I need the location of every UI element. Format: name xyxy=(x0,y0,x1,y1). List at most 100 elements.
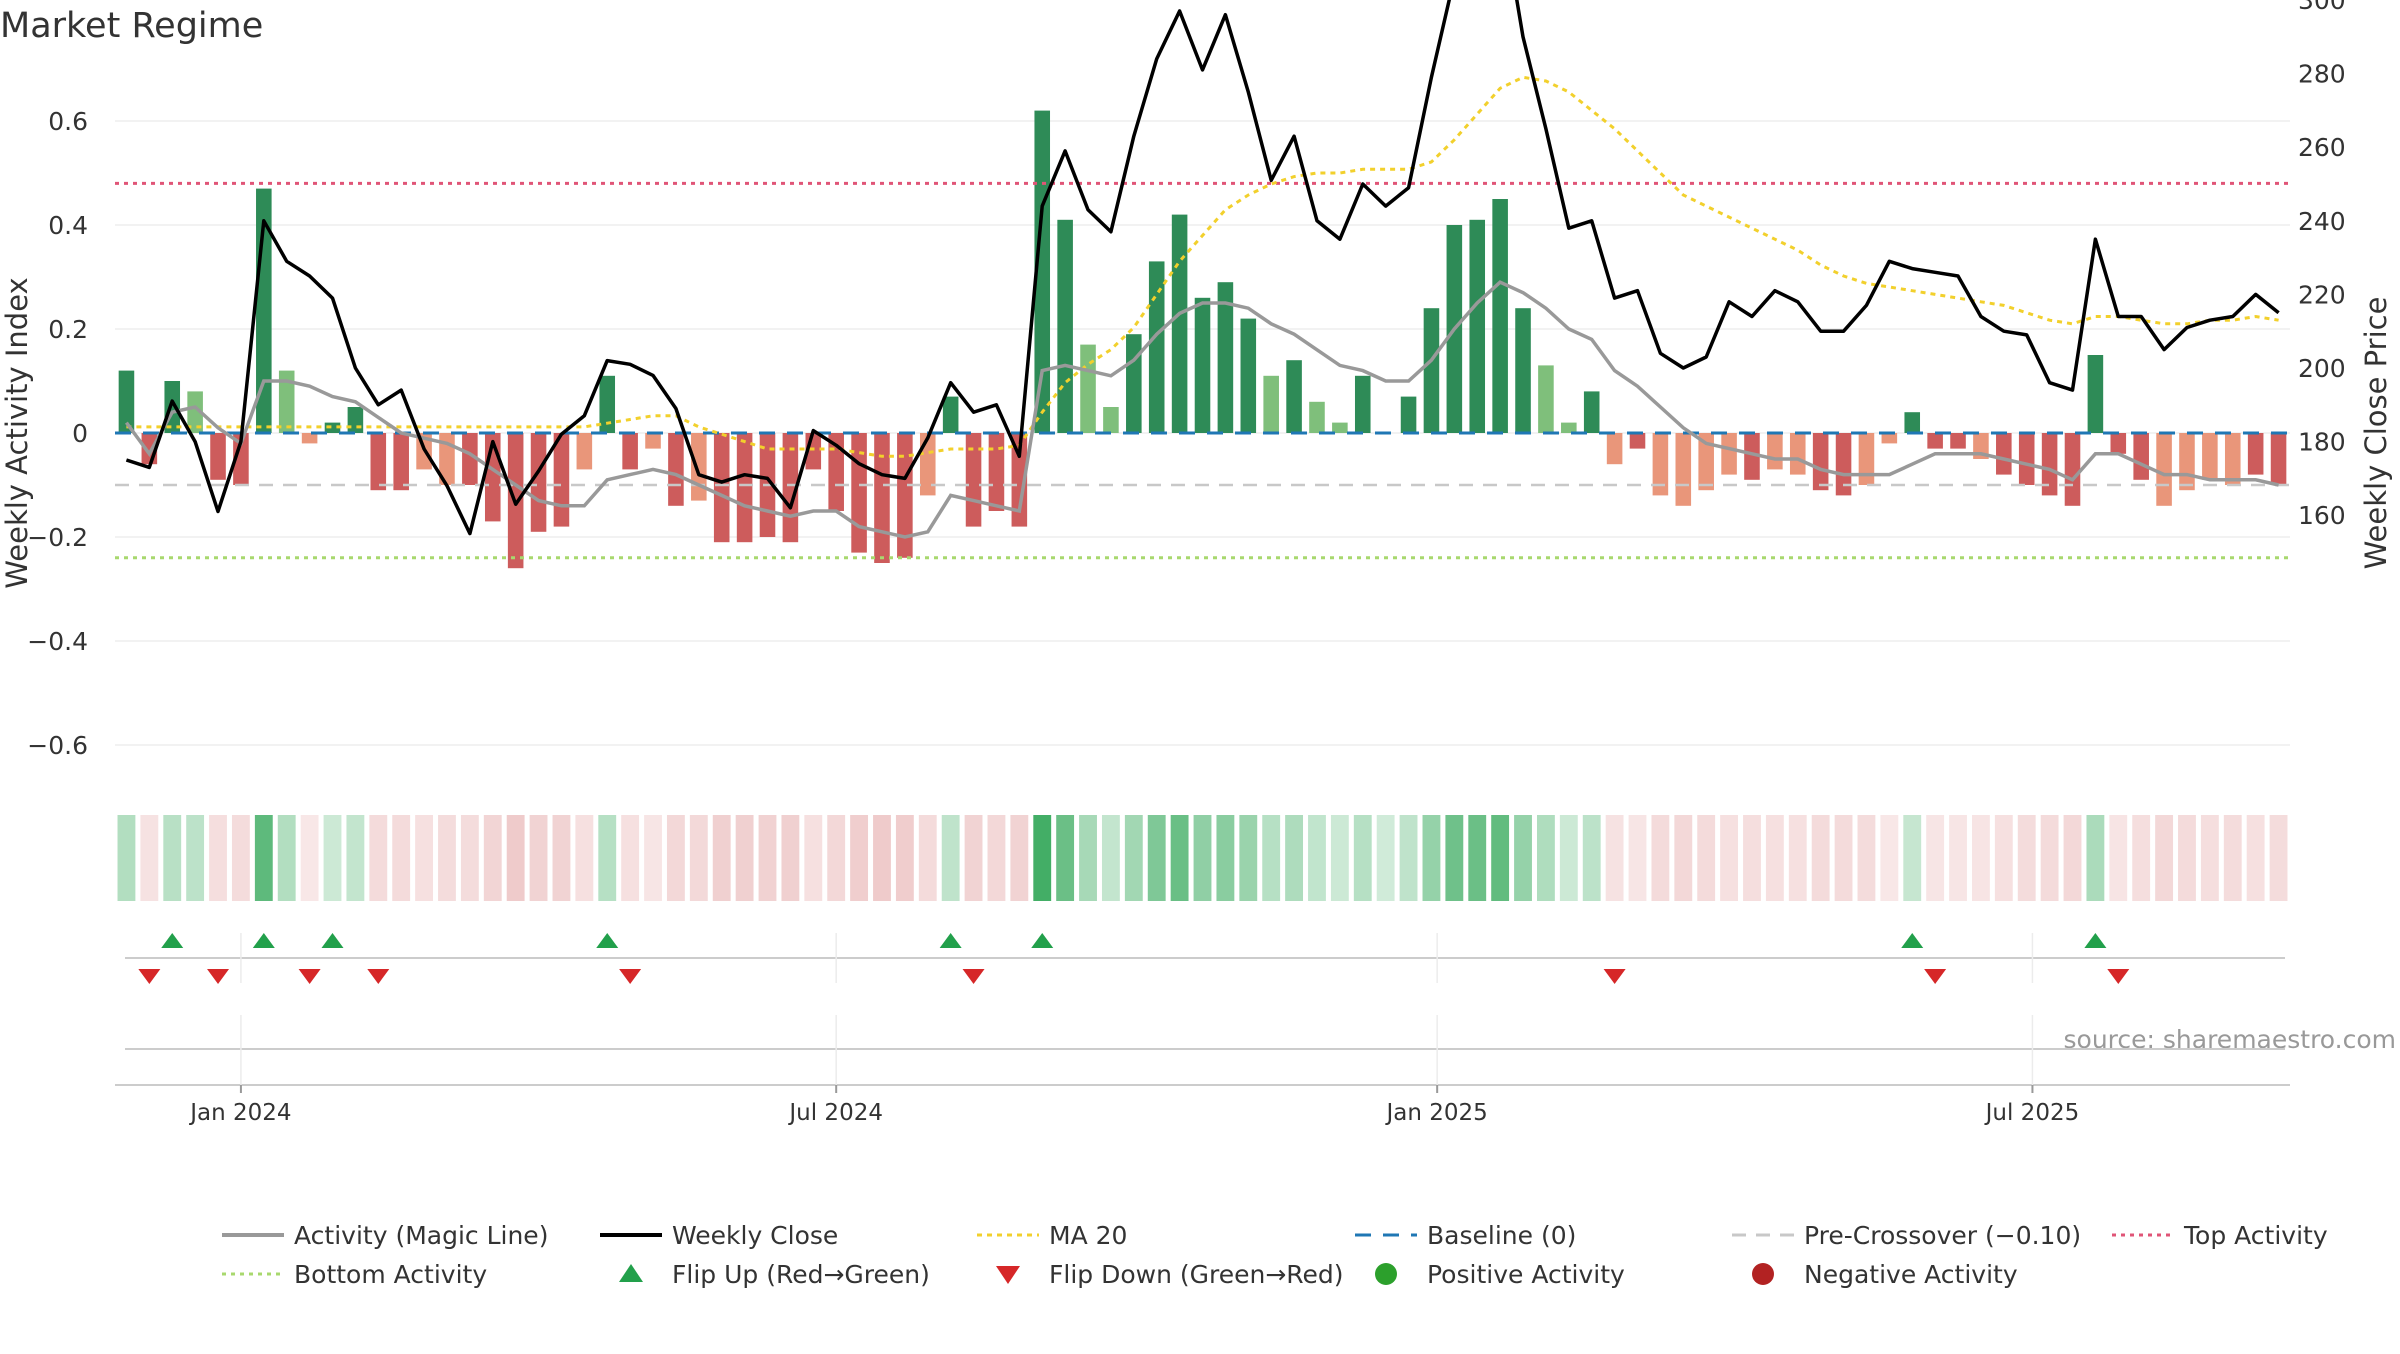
activity-bar xyxy=(1423,308,1440,433)
y-tick-label-left: 0 xyxy=(72,419,88,448)
heat-cell xyxy=(1330,815,1349,901)
activity-bar xyxy=(1240,318,1257,433)
heat-cell xyxy=(231,815,250,901)
heat-cell xyxy=(323,815,342,901)
activity-bar xyxy=(1904,412,1921,433)
activity-bar xyxy=(233,433,249,485)
legend-swatch xyxy=(996,1266,1020,1284)
heat-cell xyxy=(873,815,891,901)
y-tick-label-left: 0.6 xyxy=(48,107,88,136)
activity-bar xyxy=(1950,433,1966,449)
flip-down-marker xyxy=(619,969,642,984)
heat-cell xyxy=(2223,815,2242,901)
activity-bar xyxy=(1332,422,1348,433)
heat-cell xyxy=(254,815,273,901)
legend-label: Positive Activity xyxy=(1427,1260,1625,1289)
activity-bar xyxy=(370,433,387,491)
activity-bar xyxy=(1835,433,1852,496)
heat-cell xyxy=(1147,815,1166,901)
legend-swatch xyxy=(619,1264,643,1282)
activity-bar xyxy=(1309,401,1325,433)
flip-down-marker xyxy=(2107,969,2130,984)
activity-bar xyxy=(2064,433,2081,506)
activity-bar xyxy=(1492,199,1508,433)
activity-bar xyxy=(736,433,753,543)
activity-bar xyxy=(1698,433,1714,491)
weekly-close-line xyxy=(125,0,2280,536)
heat-cell xyxy=(1170,815,1189,901)
activity-bar xyxy=(1629,433,1646,449)
heat-cell xyxy=(2063,815,2082,901)
magic-line xyxy=(124,280,2279,539)
heat-cell xyxy=(1605,815,1624,901)
heat-cell xyxy=(1994,815,2013,901)
heat-cell xyxy=(1124,815,1143,901)
heat-cell xyxy=(758,815,777,901)
legend-label: Activity (Magic Line) xyxy=(294,1221,548,1250)
legend-item-pre-crossover: Pre-Crossover (−0.10) xyxy=(1732,1221,2081,1250)
flip-up-marker xyxy=(252,933,275,948)
flip-up-marker xyxy=(321,933,344,948)
heat-cell xyxy=(827,815,846,901)
y-tick-label-right: 220 xyxy=(2298,280,2346,309)
heat-cell xyxy=(483,815,502,901)
heat-cell xyxy=(438,815,456,901)
regime-heat-strip xyxy=(117,815,2288,901)
activity-bar xyxy=(1675,433,1692,506)
activity-bar xyxy=(1194,297,1211,433)
heat-cell xyxy=(2246,815,2265,901)
legend-label: Baseline (0) xyxy=(1427,1221,1576,1250)
heat-cell xyxy=(2040,815,2059,901)
activity-bar xyxy=(1561,422,1577,433)
activity-bar xyxy=(1812,433,1829,491)
activity-bar xyxy=(2110,433,2127,454)
heat-cell xyxy=(644,815,662,901)
heat-cell xyxy=(1743,815,1761,901)
y-ticks: 0.60.40.20−0.2−0.4−0.6320300280260240220… xyxy=(27,0,2345,760)
reference-lines xyxy=(115,181,2290,560)
activity-bar xyxy=(2247,433,2264,475)
legend-label: Flip Down (Green→Red) xyxy=(1049,1260,1344,1289)
flip-down-marker xyxy=(1924,969,1947,984)
activity-bar xyxy=(187,391,203,433)
activity-bar xyxy=(1744,433,1760,480)
activity-bar xyxy=(713,433,730,543)
activity-bar xyxy=(1721,433,1737,475)
legend-item-flip-up: Flip Up (Red→Green) xyxy=(619,1260,930,1289)
heat-cell xyxy=(689,815,708,901)
heat-cell xyxy=(1262,815,1281,901)
activity-bar xyxy=(1789,433,1806,475)
heat-cell xyxy=(1926,815,1945,901)
flip-up-marker xyxy=(1901,933,1924,948)
legend-label: Weekly Close xyxy=(672,1221,838,1250)
ma20-line xyxy=(126,75,2279,458)
legend-label: Top Activity xyxy=(2183,1221,2328,1250)
activity-bar xyxy=(2133,433,2149,480)
activity-bar xyxy=(1515,308,1531,433)
heat-cell xyxy=(850,815,869,901)
heat-cell xyxy=(1674,815,1693,901)
heat-cell xyxy=(1101,815,1120,901)
heat-cell xyxy=(2017,815,2036,901)
heat-cell xyxy=(369,815,388,901)
flip-down-marker xyxy=(298,969,321,984)
heat-cell xyxy=(1216,815,1235,901)
heat-cell xyxy=(1193,815,1212,901)
activity-bar xyxy=(1148,261,1165,433)
legend-item-top-activity: Top Activity xyxy=(2112,1221,2328,1250)
activity-bar xyxy=(622,433,638,470)
heat-cell xyxy=(163,815,182,901)
heat-cell xyxy=(1536,815,1555,901)
heat-cell xyxy=(2269,815,2288,901)
heat-cell xyxy=(186,815,205,901)
activity-bar xyxy=(324,422,341,433)
activity-bar xyxy=(530,433,547,532)
flip-up-marker xyxy=(2084,933,2107,948)
heat-cell xyxy=(1582,815,1601,901)
chart-title: Market Regime xyxy=(0,6,263,46)
heat-cell xyxy=(1308,815,1326,901)
heat-cell xyxy=(1033,815,1052,901)
activity-bar xyxy=(988,433,1005,511)
activity-bar xyxy=(1103,407,1119,433)
